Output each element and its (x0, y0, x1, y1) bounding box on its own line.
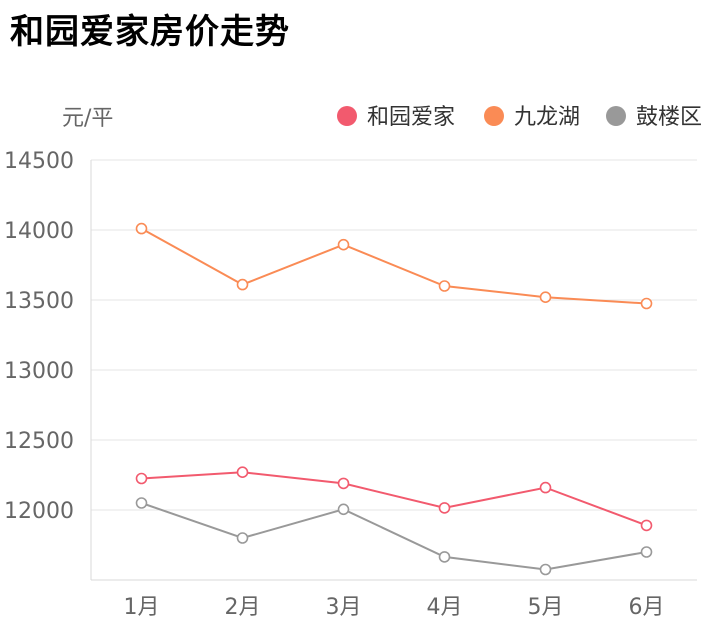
x-tick-label: 2月 (225, 595, 261, 620)
y-tick-label: 14000 (4, 219, 74, 244)
legend-item: 鼓楼区 (606, 105, 702, 130)
data-point (337, 477, 350, 490)
data-point (438, 551, 451, 563)
y-tick-label: 13500 (4, 289, 74, 314)
data-point (438, 280, 451, 292)
data-point (337, 238, 350, 251)
x-tick-label: 5月 (528, 595, 564, 620)
data-point (640, 297, 653, 310)
data-point (539, 563, 552, 576)
x-tick-label: 3月 (326, 595, 362, 620)
y-tick-label: 13000 (4, 359, 74, 384)
data-point (135, 497, 148, 509)
series-line (141, 471, 647, 527)
series-group (135, 222, 653, 310)
data-point (236, 466, 249, 479)
series-line (141, 227, 647, 305)
data-point (236, 278, 249, 291)
legend: 和园爱家 九龙湖 鼓楼区 (337, 105, 702, 130)
data-point (135, 472, 148, 485)
series-group (135, 497, 653, 576)
data-point (236, 532, 249, 544)
legend-label: 鼓楼区 (636, 105, 702, 130)
legend-item: 九龙湖 (484, 105, 580, 130)
y-axis-unit-label: 元/平 (62, 106, 113, 131)
data-point (640, 519, 653, 532)
data-point (640, 546, 653, 558)
series-line (141, 502, 647, 571)
legend-marker (337, 106, 357, 126)
series-lines (135, 222, 653, 576)
legend-label: 和园爱家 (367, 105, 455, 130)
y-axis-ticks: 12000 12500 13000 13500 14000 14500 (4, 149, 74, 524)
data-point (539, 481, 552, 494)
legend-marker (484, 106, 504, 126)
y-tick-label: 12500 (4, 429, 74, 454)
y-tick-label: 14500 (4, 149, 74, 174)
x-tick-label: 4月 (427, 595, 463, 620)
legend-label: 九龙湖 (514, 105, 580, 130)
data-point (135, 222, 148, 235)
data-point (337, 503, 350, 516)
legend-item: 和园爱家 (337, 105, 455, 130)
chart-title: 和园爱家房价走势 (10, 12, 290, 52)
grid-lines (90, 159, 697, 581)
x-tick-label: 1月 (124, 595, 160, 620)
data-point (438, 502, 451, 514)
x-axis-ticks: 1月 2月 3月 4月 5月 6月 (124, 595, 665, 620)
y-tick-label: 12000 (4, 499, 74, 524)
series-group (135, 466, 653, 532)
legend-marker (606, 106, 626, 126)
x-tick-label: 6月 (629, 595, 665, 620)
data-point (539, 291, 552, 304)
